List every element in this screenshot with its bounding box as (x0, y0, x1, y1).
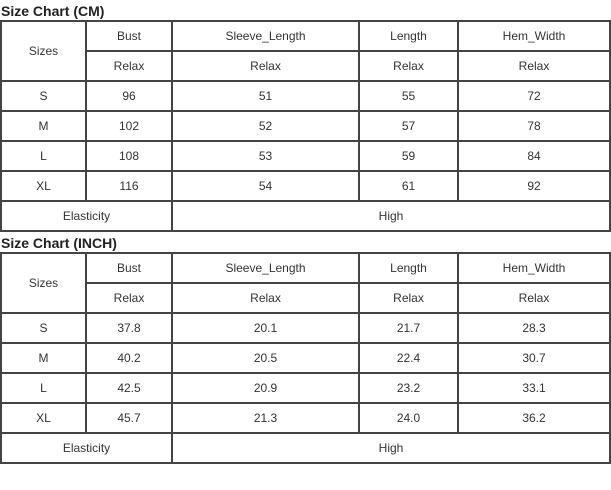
value-cell: 92 (457, 170, 611, 202)
elasticity-row: Elasticity High (0, 432, 611, 464)
value-cell: 61 (358, 170, 459, 202)
column-header: Sleeve_Length (171, 20, 360, 52)
column-header: Hem_Width (457, 20, 611, 52)
fit-cell: Relax (171, 50, 360, 82)
elasticity-row: Elasticity High (0, 200, 611, 232)
value-cell: 37.8 (85, 312, 173, 344)
value-cell: 53 (171, 140, 360, 172)
value-cell: 28.3 (457, 312, 611, 344)
elasticity-value: High (171, 432, 611, 464)
size-cell: XL (0, 402, 87, 434)
table-row: S 37.8 20.1 21.7 28.3 (0, 312, 611, 344)
table-row: M 40.2 20.5 22.4 30.7 (0, 342, 611, 374)
column-header: Length (358, 252, 459, 284)
value-cell: 116 (85, 170, 173, 202)
value-cell: 78 (457, 110, 611, 142)
column-header: Length (358, 20, 459, 52)
size-cell: M (0, 110, 87, 142)
size-cell: XL (0, 170, 87, 202)
value-cell: 57 (358, 110, 459, 142)
fit-row: Relax Relax Relax Relax (1, 50, 611, 82)
sizes-header: Sizes (0, 20, 87, 82)
value-cell: 20.5 (171, 342, 360, 374)
size-cell: M (0, 342, 87, 374)
value-cell: 55 (358, 80, 459, 112)
fit-cell: Relax (171, 282, 360, 314)
table-row: S 96 51 55 72 (0, 80, 611, 112)
size-cell: L (0, 140, 87, 172)
value-cell: 20.1 (171, 312, 360, 344)
value-cell: 36.2 (457, 402, 611, 434)
size-cell: S (0, 312, 87, 344)
value-cell: 20.9 (171, 372, 360, 404)
value-cell: 23.2 (358, 372, 459, 404)
fit-cell: Relax (85, 50, 173, 82)
value-cell: 33.1 (457, 372, 611, 404)
value-cell: 22.4 (358, 342, 459, 374)
size-chart-title: Size Chart (INCH) (1, 235, 117, 251)
sizes-header: Sizes (0, 252, 87, 314)
table-row: XL 45.7 21.3 24.0 36.2 (0, 402, 611, 434)
fit-cell: Relax (358, 282, 459, 314)
column-header: Sleeve_Length (171, 252, 360, 284)
elasticity-label: Elasticity (0, 200, 173, 232)
value-cell: 51 (171, 80, 360, 112)
table-row: M 102 52 57 78 (0, 110, 611, 142)
value-cell: 30.7 (457, 342, 611, 374)
value-cell: 45.7 (85, 402, 173, 434)
header-row: Sizes Bust Sleeve_Length Length Hem_Width (0, 252, 611, 314)
fit-cell: Relax (457, 282, 611, 314)
value-cell: 21.7 (358, 312, 459, 344)
table-row: L 42.5 20.9 23.2 33.1 (0, 372, 611, 404)
fit-cell: Relax (85, 282, 173, 314)
column-header: Hem_Width (457, 252, 611, 284)
value-cell: 42.5 (85, 372, 173, 404)
value-cell: 21.3 (171, 402, 360, 434)
value-cell: 54 (171, 170, 360, 202)
header-row: Sizes Bust Sleeve_Length Length Hem_Width (0, 20, 611, 82)
fit-cell: Relax (457, 50, 611, 82)
value-cell: 40.2 (85, 342, 173, 374)
fit-cell: Relax (358, 50, 459, 82)
fit-row: Relax Relax Relax Relax (1, 282, 611, 314)
column-header: Bust (85, 20, 173, 52)
table-row: L 108 53 59 84 (0, 140, 611, 172)
value-cell: 52 (171, 110, 360, 142)
value-cell: 24.0 (358, 402, 459, 434)
table-row: XL 116 54 61 92 (0, 170, 611, 202)
elasticity-label: Elasticity (0, 432, 173, 464)
value-cell: 96 (85, 80, 173, 112)
column-header: Bust (85, 252, 173, 284)
value-cell: 84 (457, 140, 611, 172)
value-cell: 108 (85, 140, 173, 172)
value-cell: 72 (457, 80, 611, 112)
value-cell: 59 (358, 140, 459, 172)
value-cell: 102 (85, 110, 173, 142)
elasticity-value: High (171, 200, 611, 232)
size-cell: L (0, 372, 87, 404)
size-chart-title: Size Chart (CM) (1, 3, 105, 19)
size-cell: S (0, 80, 87, 112)
size-chart-table: Sizes Bust Sleeve_Length Length Hem_Width Rel… (0, 252, 611, 464)
size-chart-table: Sizes Bust Sleeve_Length Length Hem_Width Rel… (0, 20, 611, 232)
